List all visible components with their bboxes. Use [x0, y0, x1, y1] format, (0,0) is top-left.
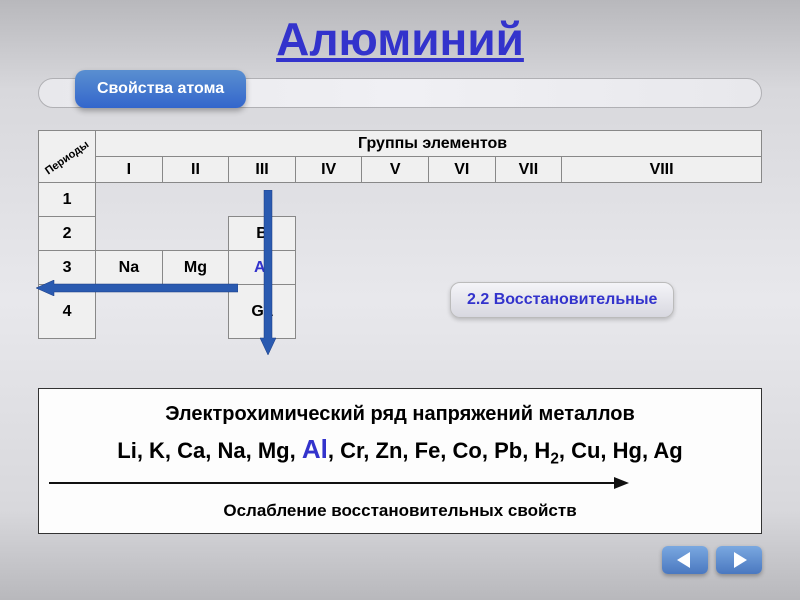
- group-col-2: II: [162, 157, 229, 183]
- series-title: Электрохимический ряд напряжений металло…: [49, 403, 751, 426]
- group-col-7: VII: [495, 157, 562, 183]
- subtitle-badge: Свойства атома: [75, 70, 246, 108]
- group-col-8: VIII: [562, 157, 762, 183]
- activity-series-box: Электрохимический ряд напряжений металло…: [38, 388, 762, 534]
- element-na: Na: [96, 251, 163, 285]
- series-arrow-icon: [49, 476, 629, 490]
- group-col-5: V: [362, 157, 429, 183]
- element-ga: Ga: [229, 285, 296, 339]
- group-col-4: IV: [295, 157, 362, 183]
- nav-prev-button[interactable]: [662, 546, 708, 574]
- period-4: 4: [39, 285, 96, 339]
- element-al: Al: [229, 251, 296, 285]
- element-b: B: [229, 217, 296, 251]
- series-list: Li, K, Ca, Na, Mg, Al, Cr, Zn, Fe, Co, P…: [49, 434, 751, 468]
- element-mg: Mg: [162, 251, 229, 285]
- restorative-badge: 2.2 Восстановительные: [450, 282, 674, 318]
- periods-label: Периоды: [43, 138, 91, 177]
- series-caption: Ослабление восстановительных свойств: [49, 501, 751, 521]
- groups-label: Группы элементов: [96, 131, 762, 157]
- group-col-6: VI: [429, 157, 496, 183]
- period-2: 2: [39, 217, 96, 251]
- group-col-1: I: [96, 157, 163, 183]
- nav-next-button[interactable]: [716, 546, 762, 574]
- page-title: Алюминий: [0, 0, 800, 66]
- period-3: 3: [39, 251, 96, 285]
- group-col-3: III: [229, 157, 296, 183]
- period-1: 1: [39, 183, 96, 217]
